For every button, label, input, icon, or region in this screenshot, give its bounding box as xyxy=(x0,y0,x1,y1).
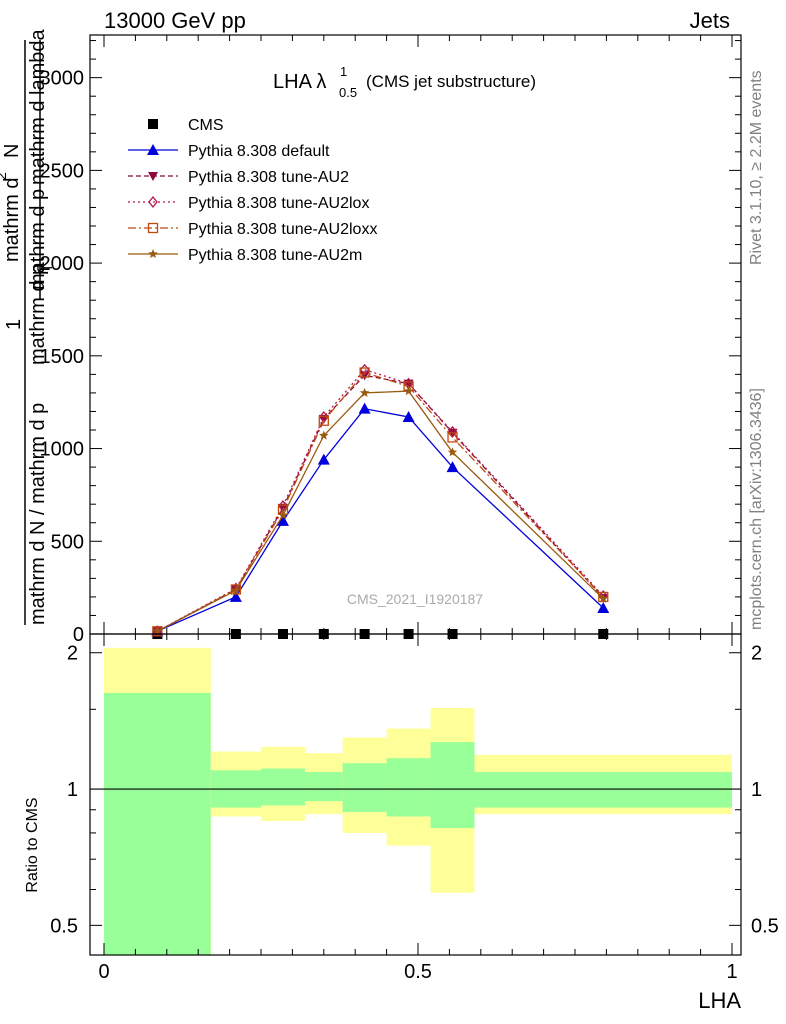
au2loxx-point xyxy=(447,432,458,443)
ylabel-num-b: mathrm d xyxy=(1,178,23,262)
ratio-frame xyxy=(89,633,742,956)
au2m-point xyxy=(152,626,163,636)
au2loxx-point xyxy=(230,584,242,595)
inner-band-bin xyxy=(474,772,732,808)
ratio-xtick-label: 0 xyxy=(98,961,109,983)
inner-band-bin xyxy=(430,742,475,829)
legend-item-AU2loxx: Pythia 8.308 tune-AU2loxx xyxy=(128,221,377,238)
au2m-point xyxy=(231,585,241,595)
main-ytick-label: 1000 xyxy=(40,439,85,461)
legend-label: Pythia 8.308 tune-AU2m xyxy=(188,247,362,264)
ylabel-num-sup: 2 xyxy=(0,172,9,180)
au2m-point xyxy=(447,447,458,457)
au2lox-point xyxy=(148,195,158,209)
inner-band-bin xyxy=(342,763,387,812)
header-right: Jets xyxy=(690,8,730,33)
au2loxx-point xyxy=(147,222,159,234)
main-ytick-label: 500 xyxy=(51,531,84,553)
ratio-xtick-label: 1 xyxy=(726,961,737,983)
ylabel-den-sub: T xyxy=(39,263,55,272)
default-point xyxy=(597,602,610,614)
ylabel-den-b: mathrm d p xyxy=(27,264,49,365)
title-suffix: (CMS jet substructure) xyxy=(366,72,536,91)
ratio-y-label: Ratio to CMS xyxy=(24,797,41,892)
au2loxx-point xyxy=(598,591,609,603)
ratio-ytick-label: 2 xyxy=(67,643,78,665)
ratio-ytick-label: 0.5 xyxy=(50,915,78,937)
legend-label: Pythia 8.308 tune-AU2 xyxy=(188,169,349,186)
main-ytick-label: 0 xyxy=(73,624,84,646)
au2m-point xyxy=(278,510,288,520)
default-point xyxy=(317,453,330,465)
watermark: CMS_2021_I1920187 xyxy=(347,591,483,607)
ylabel-num-c: N xyxy=(1,144,23,158)
ratio-ytick-label: 1 xyxy=(67,779,78,801)
legend-label: CMS xyxy=(188,117,224,134)
main-ytick-label: 1500 xyxy=(40,346,85,368)
ylabel-den-c: mathrm d p xyxy=(27,189,49,290)
legend-item-AU2: Pythia 8.308 tune-AU2 xyxy=(128,169,349,186)
au2m-point xyxy=(598,593,608,603)
main-y-label: 1 mathrm d N / mathrm d p mathrm d p T m… xyxy=(0,29,55,625)
legend-item-cms: CMS xyxy=(148,117,224,134)
au2m-point xyxy=(403,386,414,396)
ylabel-den-d: mathrm d lambda xyxy=(27,29,49,185)
series-line-AU2lox xyxy=(157,368,604,632)
au2m-point xyxy=(319,430,329,440)
legend-label: Pythia 8.308 tune-AU2loxx xyxy=(188,221,377,238)
inner-band-bin xyxy=(261,768,305,806)
default-point xyxy=(358,402,371,414)
legend-item-AU2m: Pythia 8.308 tune-AU2m xyxy=(128,247,362,264)
title-main: LHA λ xyxy=(273,71,326,93)
legend-item-AU2lox: Pythia 8.308 tune-AU2lox xyxy=(128,195,369,212)
title-sup: 1 xyxy=(340,64,347,79)
ylabel-den-a: mathrm d N / mathrm d p xyxy=(27,403,49,625)
au2loxx-point xyxy=(359,367,370,378)
default-point xyxy=(147,144,159,155)
header-left: 13000 GeV pp xyxy=(104,8,246,33)
au2m-point xyxy=(148,249,158,258)
au2-point xyxy=(148,172,158,181)
rivet-label: Rivet 3.1.10, ≥ 2.2M events xyxy=(748,70,765,265)
inner-band-bin xyxy=(386,758,431,817)
series-default xyxy=(151,402,610,637)
series-line-AU2m xyxy=(157,390,604,632)
main-ytick-label: 3000 xyxy=(40,68,85,90)
default-point xyxy=(402,411,415,423)
ratio-bands xyxy=(90,647,741,955)
legend-label: Pythia 8.308 tune-AU2lox xyxy=(188,195,369,212)
axes: 0 500 1000 1500 2000 2500 3000 0 0.5 1 0.5 0.5 1 1 2 2 xyxy=(40,34,779,983)
series-line-AU2loxx xyxy=(157,371,604,632)
mcplots-label: mcplots.cern.ch [arXiv:1306.3436] xyxy=(748,388,765,630)
default-point xyxy=(229,590,242,602)
series-AU2m xyxy=(152,386,608,636)
legend-label: Pythia 8.308 default xyxy=(188,143,330,160)
au2loxx-point xyxy=(318,415,329,426)
series-AU2loxx xyxy=(152,367,609,637)
ylabel-num-a: 1 xyxy=(3,319,25,330)
series-line-default xyxy=(157,407,604,632)
legend: CMS Pythia 8.308 default Pythia 8.308 tune… xyxy=(128,117,377,264)
ratio-ytick-label-right: 1 xyxy=(751,779,762,801)
main-ytick-label: 2000 xyxy=(40,253,85,275)
cms-point xyxy=(148,119,158,129)
default-point xyxy=(446,461,459,473)
au2m-point xyxy=(359,387,370,397)
x-axis-label: LHA xyxy=(698,988,741,1013)
main-ytick-label: 2500 xyxy=(40,160,85,182)
main-title: LHA λ 1 0.5 (CMS jet substructure) xyxy=(273,64,536,100)
ratio-ytick-label-right: 2 xyxy=(751,643,762,665)
title-sub: 0.5 xyxy=(339,85,357,100)
legend-item-default: Pythia 8.308 default xyxy=(128,143,330,160)
inner-band-bin xyxy=(304,772,343,802)
inner-band-bin xyxy=(104,692,211,955)
ratio-xtick-label: 0.5 xyxy=(404,961,432,983)
ratio-ytick-label-right: 0.5 xyxy=(751,915,779,937)
default-point xyxy=(276,514,289,526)
